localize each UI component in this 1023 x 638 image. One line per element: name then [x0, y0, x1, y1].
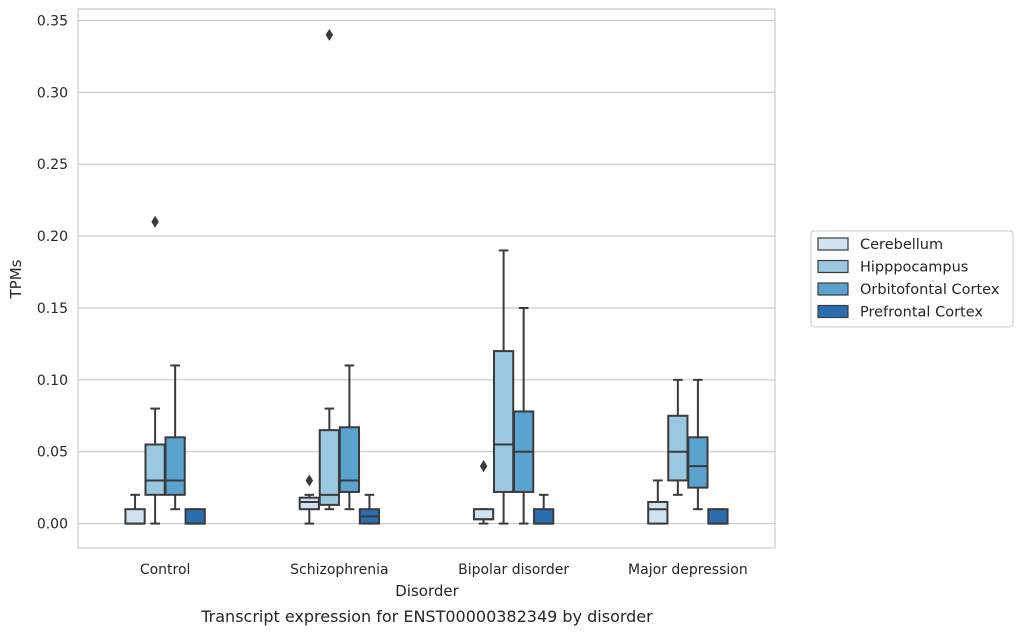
boxes [124, 28, 729, 525]
x-tick-label: Schizophrenia [290, 562, 388, 578]
box-prefrontal-cortex [533, 493, 555, 525]
y-tick-labels: 0.00 0.05 0.10 0.15 0.20 0.25 0.30 0.35 [37, 13, 68, 532]
y-tick-label: 0.15 [37, 301, 68, 317]
y-tick-label: 0.25 [37, 157, 68, 173]
y-tick-label: 0.00 [37, 517, 68, 533]
box-hipppocampus [318, 28, 340, 511]
legend: Cerebellum Hipppocampus Orbitofontal Corte… [810, 230, 1014, 328]
box-hipppocampus [492, 249, 515, 525]
outlier-point [305, 474, 314, 487]
outlier-point [479, 460, 488, 473]
x-tick-label: Bipolar disorder [458, 562, 569, 578]
box-iqr [667, 414, 689, 482]
box-orbitofontal-cortex [164, 364, 186, 511]
x-tick-labels: Control Schizophrenia Bipolar disorder Majo… [140, 562, 748, 578]
box-iqr [687, 436, 709, 489]
box-orbitofontal-cortex [338, 364, 361, 511]
legend-frame [810, 230, 1014, 328]
x-tick-label: Major depression [628, 562, 748, 578]
y-tick-label: 0.30 [37, 85, 68, 101]
box-iqr [144, 443, 166, 496]
plot-frame [77, 8, 776, 549]
x-tick-label: Control [140, 562, 191, 578]
y-tick-label: 0.10 [37, 373, 68, 389]
outlier-point [151, 215, 159, 228]
box-iqr [492, 350, 515, 493]
chart-caption: Transcript expression for ENST0000038234… [200, 607, 653, 626]
box-iqr [124, 508, 146, 525]
box-iqr [164, 436, 186, 496]
y-axis-label: TPMs [7, 259, 25, 299]
box-prefrontal-cortex [358, 493, 381, 525]
box-iqr [647, 501, 669, 525]
box-hipppocampus [667, 378, 689, 496]
box-prefrontal-cortex [707, 508, 729, 525]
box-iqr [472, 508, 495, 521]
box-orbitofontal-cortex [513, 306, 535, 525]
x-axis-label: Disorder [395, 582, 459, 600]
box-iqr [707, 508, 729, 525]
legend-label: Orbitofontal Cortex [860, 282, 1000, 298]
box-cerebellum [124, 493, 146, 525]
legend-label: Cerebellum [860, 237, 943, 253]
box-prefrontal-cortex [184, 508, 206, 525]
box-cerebellum [647, 479, 669, 525]
legend-label: Hipppocampus [860, 260, 968, 276]
grid [78, 19, 775, 525]
box-iqr [338, 426, 361, 493]
box-cerebellum [298, 474, 320, 525]
legend-swatch [817, 259, 849, 274]
box-iqr [533, 508, 555, 525]
box-orbitofontal-cortex [687, 378, 709, 511]
outlier-point [325, 28, 334, 41]
y-tick-label: 0.35 [37, 13, 68, 29]
legend-swatch [817, 237, 849, 251]
y-tick-label: 0.05 [37, 445, 68, 461]
legend-swatch [817, 282, 849, 296]
legend-swatch [817, 304, 849, 319]
box-hipppocampus [144, 215, 166, 525]
box-iqr [318, 429, 340, 506]
legend-label: Prefrontal Cortex [860, 305, 983, 321]
box-iqr [298, 496, 320, 511]
box-cerebellum [472, 460, 495, 525]
box-iqr [184, 508, 206, 525]
y-tick-label: 0.20 [37, 229, 68, 245]
legend-items: Cerebellum Hipppocampus Orbitofontal Corte… [817, 237, 1000, 321]
